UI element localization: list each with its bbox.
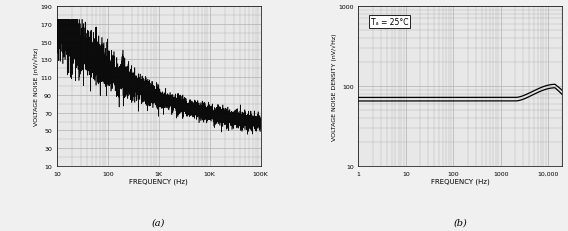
Text: Tₐ = 25°C: Tₐ = 25°C	[371, 18, 408, 27]
Title: (a): (a)	[152, 218, 165, 227]
Y-axis label: VOLTAGE NOISE DENSITY (nV/√Hz): VOLTAGE NOISE DENSITY (nV/√Hz)	[331, 33, 337, 140]
X-axis label: FREQUENCY (Hz): FREQUENCY (Hz)	[130, 177, 188, 184]
X-axis label: FREQUENCY (Hz): FREQUENCY (Hz)	[431, 177, 490, 184]
Y-axis label: VOLTAGE NOISE (nV/√Hz): VOLTAGE NOISE (nV/√Hz)	[33, 48, 39, 126]
Title: (b): (b)	[453, 218, 467, 227]
